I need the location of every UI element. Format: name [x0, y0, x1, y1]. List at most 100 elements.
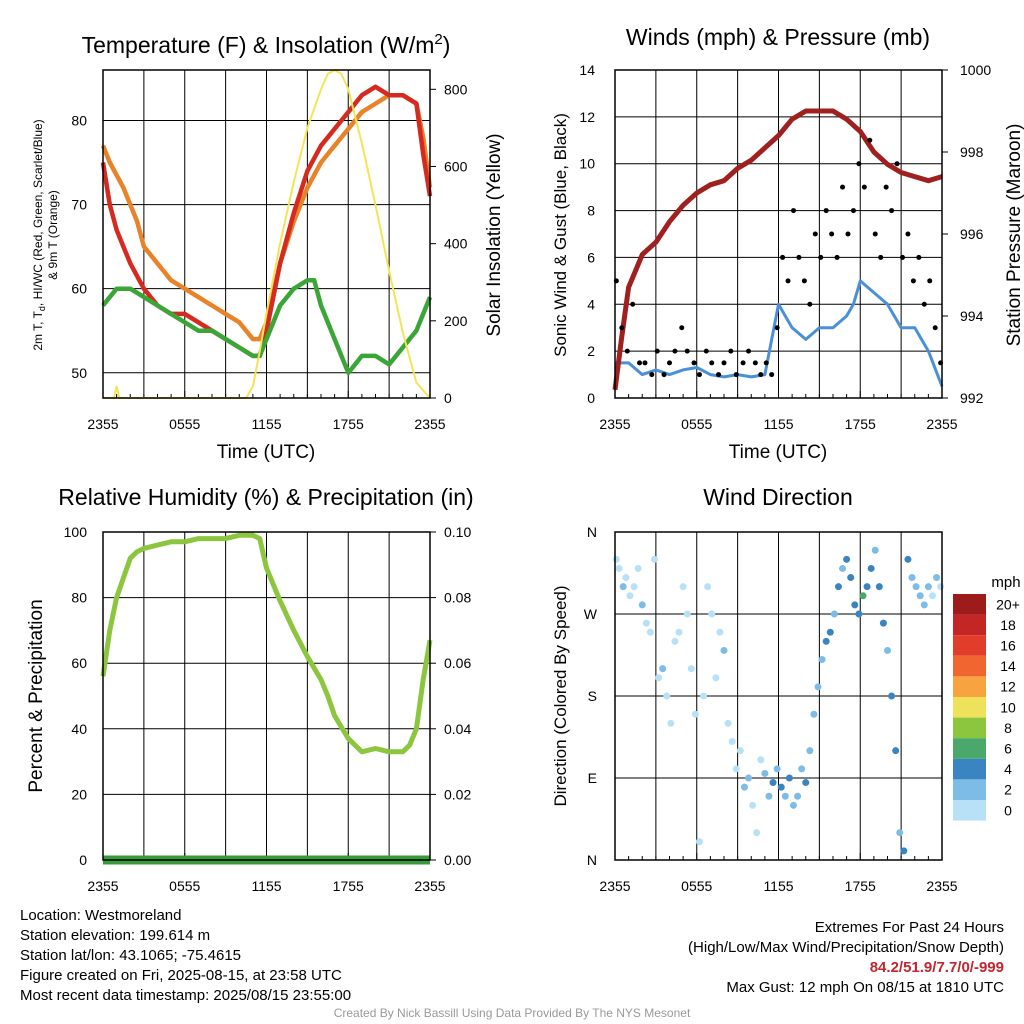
temp-frame — [102, 69, 431, 399]
direction-point — [777, 783, 785, 791]
direction-point — [896, 829, 904, 837]
rh-ytick-label: 0 — [79, 852, 87, 868]
rh-frame — [102, 531, 431, 861]
direction-point — [867, 564, 875, 572]
direction-point — [900, 847, 908, 855]
wind-ytick-right-label: 992 — [960, 390, 984, 406]
gust-point — [910, 278, 916, 284]
rh-ytick-label: 100 — [64, 524, 88, 540]
direction-point — [798, 765, 806, 773]
gust-point — [758, 372, 764, 378]
direction-point — [691, 710, 699, 718]
direction-point — [651, 555, 659, 563]
legend-swatch — [953, 635, 986, 656]
direction-point — [720, 646, 728, 654]
humidity-ylabel: Percent & Precipitation — [26, 599, 47, 792]
direction-point — [937, 583, 945, 591]
direction-point — [745, 774, 753, 782]
wind-ytick-right-label: 994 — [960, 308, 984, 324]
dir-xtick-label: 0555 — [681, 878, 712, 894]
direction-point — [740, 783, 748, 791]
dir-ytick-label: N — [587, 852, 597, 868]
winds-panel: Winds (mph) & Pressure (mb) Time (UTC) S… — [551, 24, 1024, 463]
gust-point — [624, 348, 630, 354]
legend-label: 14 — [1000, 658, 1016, 674]
dir-xtick-label: 2355 — [926, 878, 957, 894]
direction-point — [736, 747, 744, 755]
direction-point — [871, 546, 879, 554]
legend-label: 10 — [1000, 699, 1016, 715]
direction-point — [810, 710, 818, 718]
legend-label: 2 — [1004, 782, 1012, 798]
rh-ytick-right-label: 0.04 — [444, 721, 471, 737]
temp-xtick-label: 0555 — [169, 416, 200, 432]
timestamp-text: Most recent data timestamp: 2025/08/15 2… — [20, 987, 352, 1004]
direction-point — [622, 574, 630, 582]
direction-point — [716, 628, 724, 636]
rh-xtick-label: 1155 — [251, 878, 281, 894]
direction-point — [619, 583, 627, 591]
direction-point — [749, 801, 757, 809]
direction-point — [781, 792, 789, 800]
direction-point — [630, 583, 638, 591]
gust-point — [878, 254, 884, 260]
gust-point — [703, 348, 709, 354]
direction-point — [634, 564, 642, 572]
legend-label: 0 — [1004, 802, 1012, 818]
gust-point — [834, 254, 840, 260]
direction-point — [834, 583, 842, 591]
direction-point — [933, 574, 941, 582]
direction-point — [806, 747, 814, 755]
gust-point — [619, 325, 625, 331]
wind-ytick-label: 10 — [579, 156, 595, 172]
gust-point — [637, 360, 643, 366]
direction-point — [675, 628, 683, 636]
legend-label: 4 — [1004, 761, 1012, 777]
direction-panel: Wind Direction Direction (Colored By Spe… — [551, 484, 1021, 894]
direction-point — [904, 555, 912, 563]
temp-ytick-right-label: 400 — [444, 236, 468, 252]
direction-point — [655, 674, 663, 682]
gust-point — [667, 360, 672, 366]
dir-ytick-label: W — [584, 606, 598, 622]
rh-ytick-label: 40 — [71, 721, 87, 737]
temp-ytick-right-label: 200 — [444, 313, 468, 329]
temperature-panel: Temperature (F) & Insolation (W/m2) Time… — [31, 31, 505, 463]
direction-point — [818, 656, 826, 664]
wind-xtick-label: 0555 — [681, 416, 712, 432]
gust-point — [630, 301, 636, 307]
gust-point — [721, 360, 727, 366]
temp-ytick-label: 80 — [71, 112, 87, 128]
legend-swatch — [953, 717, 986, 739]
gust-point — [763, 360, 769, 366]
direction-point — [912, 583, 920, 591]
direction-point — [757, 756, 765, 764]
direction-point — [671, 637, 679, 645]
gust-point — [905, 231, 911, 237]
direction-point — [615, 564, 623, 572]
legend-swatch — [953, 594, 986, 615]
created-text: Figure created on Fri, 2025-08-15, at 23… — [20, 967, 342, 984]
direction-point — [704, 583, 712, 591]
elevation-text: Station elevation: 199.614 m — [20, 927, 211, 944]
rh-xtick-label: 0555 — [169, 878, 200, 894]
legend-label: 18 — [1000, 617, 1016, 633]
legend-title: mph — [991, 574, 1020, 591]
direction-point — [612, 555, 620, 563]
gust-point — [899, 254, 905, 260]
direction-point — [928, 592, 936, 600]
humidity-title: Relative Humidity (%) & Precipitation (i… — [58, 484, 473, 510]
wind-ytick-label: 8 — [587, 203, 595, 219]
direction-point — [847, 574, 855, 582]
pressure-line — [612, 108, 943, 391]
gust-point — [861, 184, 867, 190]
gust-point — [856, 161, 862, 167]
winds-ylabel-left: Sonic Wind & Gust (Blue, Black) — [551, 113, 570, 357]
rh-xtick-label: 2355 — [414, 878, 445, 894]
legend-swatch — [953, 655, 986, 677]
direction-point — [916, 592, 924, 600]
temperature-title: Temperature (F) & Insolation (W/m2) — [82, 31, 451, 58]
gust-point — [733, 372, 739, 378]
temp-ytick-right-label: 600 — [444, 158, 468, 174]
wind-ytick-right-label: 998 — [960, 144, 984, 160]
